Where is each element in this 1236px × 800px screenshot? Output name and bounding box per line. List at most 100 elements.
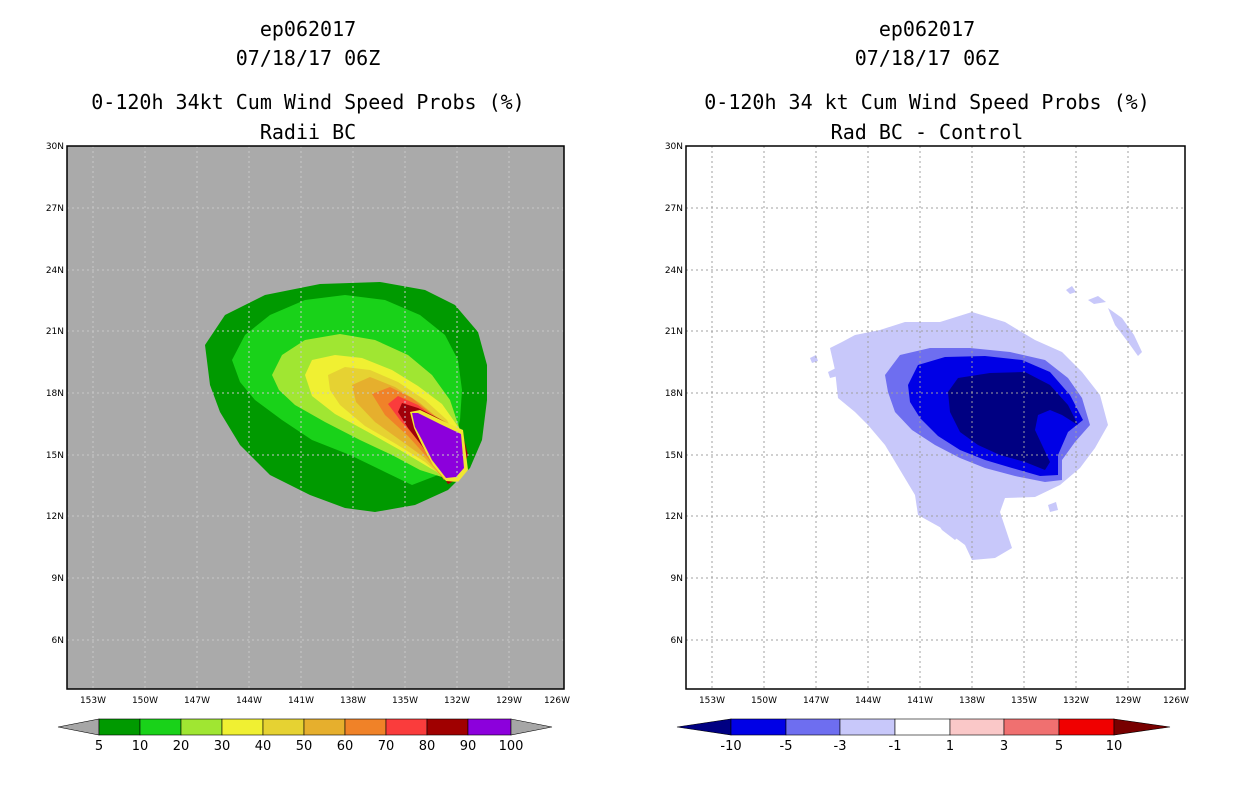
right-lon-label: 144W <box>855 696 881 706</box>
right-colorbar-swatch <box>785 718 841 736</box>
left-subtitle: Radii BC <box>259 120 357 144</box>
left-lon-label: 138W <box>340 696 366 706</box>
left-colorbar-label: 5 <box>95 739 103 754</box>
right-lat-label: 27N <box>665 204 683 214</box>
right-colorbar-swatch <box>839 718 896 736</box>
right-lat-labels: 30N 27N 24N 21N 18N 15N 12N 9N 6N <box>665 142 683 646</box>
left-colorbar-swatch <box>344 718 387 736</box>
right-colorbar-label: -10 <box>720 739 741 754</box>
right-lat-label: 30N <box>665 142 683 152</box>
right-lat-label: 21N <box>665 327 683 337</box>
right-lon-label: 141W <box>907 696 933 706</box>
contour-minus1-fragment <box>1108 308 1142 356</box>
left-lat-label: 15N <box>46 451 64 461</box>
right-colorbar-swatch <box>894 718 951 736</box>
right-lat-label: 9N <box>671 574 683 584</box>
right-colorbar-label: -5 <box>780 739 793 754</box>
left-colorbar-swatch <box>180 718 223 736</box>
left-colorbar-label: 80 <box>419 739 436 754</box>
left-colorbar-swatch <box>467 718 512 736</box>
right-storm-id: ep062017 <box>878 17 976 41</box>
left-lat-label: 24N <box>46 266 64 276</box>
left-colorbar-label: 60 <box>337 739 354 754</box>
left-map-frame <box>66 145 565 690</box>
left-colorbar-swatch <box>426 718 469 736</box>
left-colorbar-label: 50 <box>296 739 313 754</box>
left-lon-label: 144W <box>236 696 262 706</box>
right-colorbar-label: 1 <box>946 739 954 754</box>
contour-minus1-fragment <box>828 368 838 378</box>
left-lat-label: 9N <box>52 574 64 584</box>
left-colorbar-over-arrow <box>510 718 553 736</box>
left-lon-label: 126W <box>544 696 570 706</box>
right-colorbar-label: -3 <box>834 739 847 754</box>
left-lat-label: 27N <box>46 204 64 214</box>
left-lon-label: 147W <box>184 696 210 706</box>
right-map: 30N 27N 24N 21N 18N 15N 12N 9N 6N 153W 1… <box>665 142 1189 706</box>
left-lat-label: 12N <box>46 512 64 522</box>
contour-100pct <box>412 413 464 478</box>
right-map-frame <box>685 145 1186 690</box>
left-lon-label: 141W <box>288 696 314 706</box>
contour-minus1-fragment <box>1088 296 1106 304</box>
right-colorbar-over-arrow <box>1113 718 1171 736</box>
left-map: 30N 27N 24N 21N 18N 15N 12N 9N 6N 153W 1… <box>46 142 570 706</box>
right-colorbar-swatch <box>1058 718 1115 736</box>
right-colorbar-swatch <box>730 718 787 736</box>
right-difference-contours <box>810 286 1142 560</box>
left-lon-label: 150W <box>132 696 158 706</box>
right-lat-label: 18N <box>665 389 683 399</box>
right-colorbar-label: 5 <box>1055 739 1063 754</box>
right-colorbar-label: -1 <box>889 739 902 754</box>
left-lon-label: 135W <box>392 696 418 706</box>
right-lon-label: 135W <box>1011 696 1037 706</box>
right-colorbar-label: 3 <box>1000 739 1008 754</box>
left-lat-labels: 30N 27N 24N 21N 18N 15N 12N 9N 6N <box>46 142 64 646</box>
right-lat-label: 24N <box>665 266 683 276</box>
left-colorbar-under-arrow <box>57 718 100 736</box>
right-lon-label: 153W <box>699 696 725 706</box>
right-lon-label: 150W <box>751 696 777 706</box>
left-lon-label: 132W <box>444 696 470 706</box>
right-lon-label: 147W <box>803 696 829 706</box>
right-datetime: 07/18/17 06Z <box>854 46 1000 70</box>
left-lat-label: 30N <box>46 142 64 152</box>
left-colorbar <box>57 718 553 736</box>
left-colorbar-label: 100 <box>499 739 524 754</box>
left-colorbar-label: 20 <box>173 739 190 754</box>
left-gridlines <box>67 146 564 689</box>
contour-minus1-fragment <box>1048 502 1058 512</box>
left-lat-label: 18N <box>46 389 64 399</box>
right-colorbar <box>676 718 1171 736</box>
left-colorbar-label: 90 <box>460 739 477 754</box>
left-colorbar-label: 40 <box>255 739 272 754</box>
right-lat-label: 15N <box>665 451 683 461</box>
right-colorbar-swatch <box>1003 718 1060 736</box>
contour-minus10 <box>948 372 1078 470</box>
contour-minus1-fragment <box>1066 286 1076 294</box>
left-storm-id: ep062017 <box>259 17 357 41</box>
contour-minus1-fragment <box>932 505 960 540</box>
right-lon-labels: 153W 150W 147W 144W 141W 138W 135W 132W … <box>699 696 1189 706</box>
right-lon-label: 138W <box>959 696 985 706</box>
right-lon-label: 132W <box>1063 696 1089 706</box>
right-subtitle: Rad BC - Control <box>830 120 1024 144</box>
left-colorbar-swatch <box>98 718 141 736</box>
right-product-title: 0-120h 34 kt Cum Wind Speed Probs (%) <box>704 90 1150 114</box>
left-colorbar-swatch <box>221 718 264 736</box>
left-colorbar-swatch <box>139 718 182 736</box>
right-colorbar-label: 10 <box>1106 739 1123 754</box>
left-lat-label: 6N <box>52 636 64 646</box>
left-lat-label: 21N <box>46 327 64 337</box>
left-colorbar-label: 10 <box>132 739 149 754</box>
right-lat-label: 12N <box>665 512 683 522</box>
right-colorbar-swatch <box>949 718 1005 736</box>
right-colorbar-labels: -10 -5 -3 -1 1 3 5 10 <box>720 739 1122 754</box>
left-product-title: 0-120h 34kt Cum Wind Speed Probs (%) <box>91 90 525 114</box>
right-gridlines <box>686 146 1185 689</box>
left-colorbar-label: 30 <box>214 739 231 754</box>
left-colorbar-swatch <box>385 718 428 736</box>
left-colorbar-swatch <box>303 718 346 736</box>
left-lon-label: 129W <box>496 696 522 706</box>
